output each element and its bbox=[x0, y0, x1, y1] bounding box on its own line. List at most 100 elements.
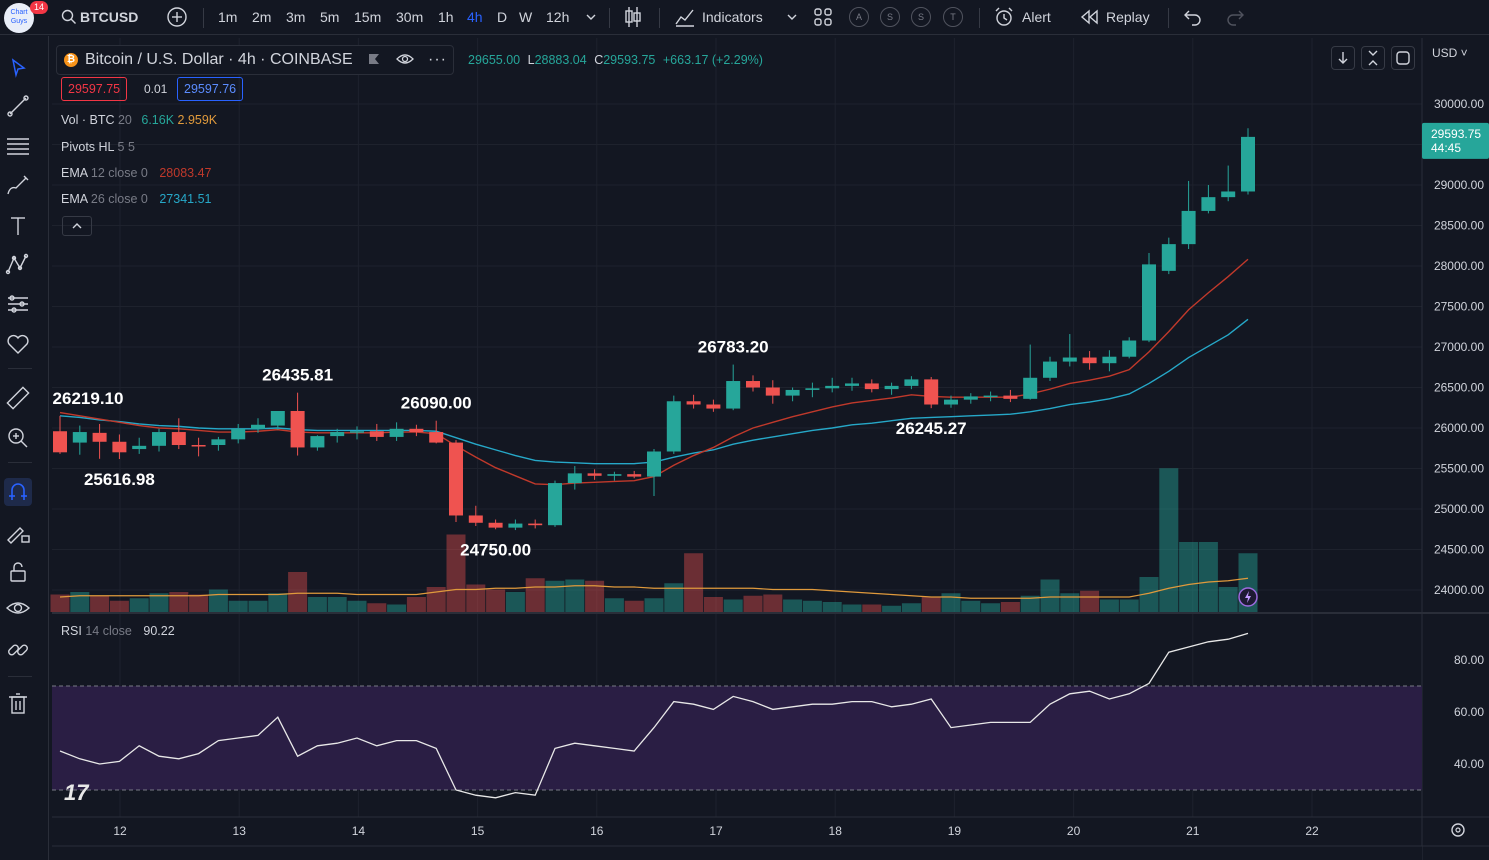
volume-bar bbox=[228, 600, 248, 612]
rsi-band bbox=[52, 686, 1422, 790]
trend-line-icon bbox=[7, 95, 29, 117]
volume-legend[interactable]: Vol · BTC 20 6.16K 2.959K bbox=[61, 113, 217, 127]
candle-body bbox=[1122, 340, 1137, 357]
add-symbol-icon[interactable] bbox=[166, 6, 188, 28]
chevron-down-icon[interactable] bbox=[585, 11, 597, 23]
search-icon[interactable] bbox=[61, 9, 77, 25]
undo-icon[interactable] bbox=[1183, 8, 1203, 26]
ema12-legend[interactable]: EMA 12 close 0 28083.47 bbox=[61, 166, 212, 180]
interval-d[interactable]: D bbox=[497, 9, 508, 25]
indicators-icon[interactable] bbox=[674, 6, 696, 28]
measure-tool[interactable] bbox=[4, 384, 32, 412]
layouts-grid-icon[interactable] bbox=[813, 7, 833, 27]
volume-bar bbox=[406, 597, 426, 612]
pencil-lock-icon bbox=[7, 527, 30, 544]
interval-1h[interactable]: 1h bbox=[438, 9, 454, 25]
interval-2m[interactable]: 2m bbox=[252, 9, 272, 25]
symbol-search-button[interactable]: BTCUSD bbox=[80, 9, 139, 25]
candle-body bbox=[726, 381, 741, 409]
interval-w[interactable]: W bbox=[519, 9, 533, 25]
hide-drawings-tool[interactable] bbox=[4, 594, 32, 622]
price-axis-label: 26000.00 bbox=[1434, 421, 1484, 435]
candle-body bbox=[191, 445, 206, 447]
prediction-tool[interactable] bbox=[4, 290, 32, 318]
volume-bar bbox=[664, 583, 684, 612]
pattern-tool[interactable] bbox=[4, 250, 32, 278]
volume-bar bbox=[109, 600, 129, 612]
volume-bar bbox=[941, 593, 961, 612]
volume-bar bbox=[862, 604, 882, 612]
symbol-title: Bitcoin / U.S. Dollar · 4h · COINBASE bbox=[85, 51, 353, 68]
volume-bar bbox=[882, 605, 902, 612]
candle-body bbox=[508, 523, 523, 528]
candle-body bbox=[112, 441, 127, 453]
buy-price-button[interactable]: 29597.76 bbox=[177, 77, 244, 101]
price-axis-label: 28500.00 bbox=[1434, 219, 1484, 233]
interval-15m[interactable]: 15m bbox=[354, 9, 382, 25]
candle-body bbox=[488, 522, 503, 528]
fib-tool[interactable] bbox=[4, 132, 32, 160]
currency-selector[interactable]: USD ˅ bbox=[1432, 46, 1468, 60]
remove-drawings-tool[interactable] bbox=[4, 690, 32, 718]
interval-12h[interactable]: 12h bbox=[546, 9, 570, 25]
redo-icon[interactable] bbox=[1225, 8, 1245, 26]
replay-button[interactable]: Replay bbox=[1106, 9, 1150, 25]
favorites-tool[interactable] bbox=[4, 330, 32, 358]
collapse-pane-button[interactable] bbox=[1361, 46, 1385, 70]
lock-drawing-tool[interactable] bbox=[4, 518, 32, 546]
ohlc-low-value: 28883.04 bbox=[534, 53, 587, 67]
text-tool[interactable] bbox=[4, 212, 32, 240]
more-dots-icon[interactable]: ··· bbox=[428, 51, 447, 68]
sell-price-button[interactable]: 29597.75 bbox=[61, 77, 128, 101]
rsi-legend[interactable]: RSI 14 close 90.22 bbox=[61, 624, 175, 638]
volume-bar bbox=[129, 598, 149, 612]
scroll-down-button[interactable] bbox=[1331, 46, 1355, 70]
bitcoin-icon: ₿ bbox=[64, 53, 78, 67]
brush-tool[interactable] bbox=[4, 172, 32, 200]
interval-30m[interactable]: 30m bbox=[396, 9, 424, 25]
magnet-mode-tool[interactable] bbox=[4, 478, 32, 506]
trend-line-tool[interactable] bbox=[4, 92, 32, 120]
candle-body bbox=[627, 474, 642, 477]
lock-all-tool[interactable] bbox=[4, 558, 32, 586]
avatar[interactable]: Chart Guys 14 bbox=[4, 1, 49, 33]
alarm-clock-icon[interactable] bbox=[993, 6, 1015, 28]
alert-letter-s2-button[interactable]: S bbox=[911, 7, 931, 27]
replay-rewind-icon[interactable] bbox=[1080, 9, 1100, 25]
time-axis-label: 13 bbox=[233, 824, 247, 838]
alert-button[interactable]: Alert bbox=[1022, 9, 1051, 25]
volume-bar bbox=[723, 599, 743, 612]
eye-icon[interactable] bbox=[395, 52, 414, 66]
alert-letter-t-button[interactable]: T bbox=[943, 7, 963, 27]
price-axis-label: 26500.00 bbox=[1434, 381, 1484, 395]
maximize-pane-button[interactable] bbox=[1391, 46, 1415, 70]
rsi-value: 90.22 bbox=[143, 624, 175, 638]
zoom-tool[interactable] bbox=[4, 424, 32, 452]
chevron-down-icon[interactable] bbox=[786, 11, 798, 23]
volume-bar bbox=[525, 578, 545, 612]
tradingview-logo: 17 bbox=[64, 780, 90, 805]
link-tool[interactable] bbox=[4, 636, 32, 664]
cursor-arrow-icon bbox=[11, 58, 26, 78]
ema26-legend[interactable]: EMA 26 close 0 27341.51 bbox=[61, 192, 212, 206]
candles-icon[interactable] bbox=[622, 5, 644, 29]
interval-1m[interactable]: 1m bbox=[218, 9, 238, 25]
cursor-tool[interactable] bbox=[4, 54, 32, 82]
interval-3m[interactable]: 3m bbox=[286, 9, 306, 25]
indicators-button[interactable]: Indicators bbox=[702, 9, 763, 25]
flag-icon[interactable] bbox=[367, 52, 381, 66]
alert-letter-a-button[interactable]: A bbox=[849, 7, 869, 27]
volume-bar bbox=[1159, 468, 1179, 612]
collapse-legend-button[interactable] bbox=[62, 216, 92, 236]
pivots-legend[interactable]: Pivots HL 5 5 bbox=[61, 140, 135, 154]
volume-bar bbox=[743, 595, 763, 612]
candle-body bbox=[330, 432, 345, 437]
candle-body bbox=[963, 396, 978, 400]
volume-bar bbox=[1218, 587, 1238, 612]
alert-letter-s-button[interactable]: S bbox=[880, 7, 900, 27]
interval-4h[interactable]: 4h bbox=[467, 9, 483, 25]
interval-5m[interactable]: 5m bbox=[320, 9, 340, 25]
symbol-title-box[interactable]: ₿ Bitcoin / U.S. Dollar · 4h · COINBASE … bbox=[56, 45, 454, 75]
lightning-icon bbox=[1245, 591, 1251, 603]
